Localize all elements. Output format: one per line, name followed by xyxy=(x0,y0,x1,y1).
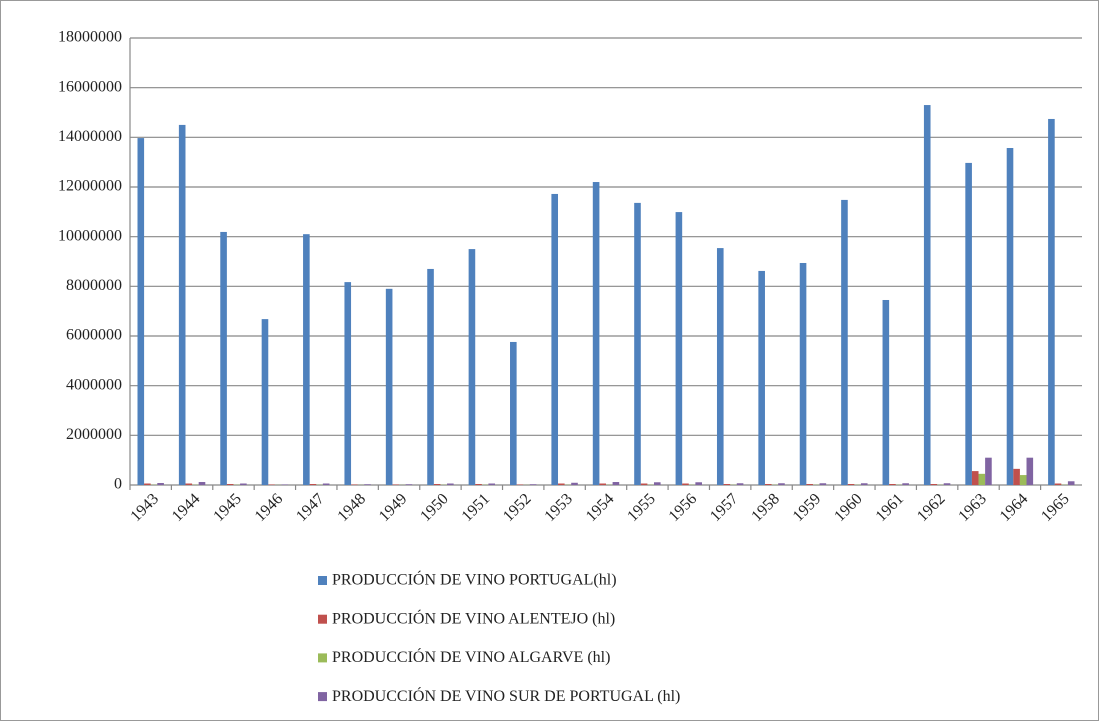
bar xyxy=(736,483,744,485)
bar xyxy=(144,483,151,485)
y-tick-label: 0 xyxy=(114,476,122,493)
legend-swatch xyxy=(318,653,327,663)
bar xyxy=(309,484,317,485)
bar xyxy=(551,193,559,485)
bar xyxy=(971,471,979,485)
bar xyxy=(634,202,641,486)
bar xyxy=(303,234,310,485)
bar xyxy=(427,268,434,485)
legend-label: PRODUCCIÓN DE VINO PORTUGAL(hl) xyxy=(332,570,617,589)
bar xyxy=(923,105,931,486)
bar xyxy=(137,138,145,485)
bar xyxy=(405,484,413,485)
bar xyxy=(226,484,234,485)
bar xyxy=(758,270,765,485)
bar xyxy=(322,483,330,485)
bar xyxy=(1019,475,1027,485)
y-tick-label: 16000000 xyxy=(58,78,122,95)
y-tick-label: 14000000 xyxy=(58,128,122,145)
bar xyxy=(599,483,606,485)
bar xyxy=(261,319,269,485)
bar xyxy=(240,483,247,485)
bar xyxy=(1013,468,1020,485)
legend-label: PRODUCCIÓN DE VINO SUR DE PORTUGAL (hl) xyxy=(332,686,680,705)
bar xyxy=(860,483,868,485)
bar xyxy=(640,483,648,485)
bar xyxy=(1054,483,1062,485)
bar xyxy=(682,483,689,485)
bar xyxy=(882,299,890,485)
bar xyxy=(653,482,661,485)
y-tick-label: 8000000 xyxy=(66,277,122,294)
bar xyxy=(612,482,620,485)
bar xyxy=(157,483,164,485)
bar xyxy=(571,482,578,485)
bar xyxy=(364,484,371,485)
bar xyxy=(198,482,206,485)
y-tick-label: 2000000 xyxy=(66,426,122,443)
bar xyxy=(385,288,393,485)
bar xyxy=(985,457,992,485)
bar xyxy=(1006,148,1014,486)
legend-swatch xyxy=(318,576,327,585)
legend-swatch xyxy=(318,692,327,702)
legend-label: PRODUCCIÓN DE VINO ALENTEJO (hl) xyxy=(332,608,615,627)
bar xyxy=(558,483,565,485)
bar xyxy=(185,483,193,485)
legend-label: PRODUCCIÓN DE VINO ALGARVE (hl) xyxy=(332,647,610,666)
bar xyxy=(723,484,731,485)
bar xyxy=(1067,481,1075,485)
bar xyxy=(902,483,909,485)
bar xyxy=(220,231,227,485)
bar xyxy=(1026,457,1034,485)
bar xyxy=(764,484,772,485)
bar xyxy=(819,483,827,485)
bar xyxy=(978,473,986,485)
bar xyxy=(778,483,785,485)
bar xyxy=(344,282,352,485)
bar xyxy=(695,482,702,485)
bar xyxy=(716,248,724,485)
bar xyxy=(510,341,517,485)
bar xyxy=(847,484,855,485)
bar xyxy=(675,212,683,485)
bar xyxy=(475,484,482,485)
y-tick-label: 18000000 xyxy=(58,29,122,46)
bar xyxy=(930,484,938,485)
y-tick-label: 4000000 xyxy=(66,376,122,393)
bar xyxy=(488,483,496,485)
bar xyxy=(468,249,476,485)
bar xyxy=(433,484,441,485)
bar xyxy=(889,484,896,485)
bar xyxy=(965,162,972,485)
y-tick-label: 6000000 xyxy=(66,327,122,344)
y-tick-label: 10000000 xyxy=(58,227,122,244)
bar xyxy=(806,484,813,485)
bar xyxy=(943,483,951,485)
legend-swatch xyxy=(318,614,327,624)
bar xyxy=(841,199,848,485)
bar xyxy=(447,483,454,485)
y-tick-label: 12000000 xyxy=(58,178,122,195)
bar xyxy=(529,484,537,485)
bar xyxy=(592,182,600,486)
bar xyxy=(1048,118,1055,485)
bar xyxy=(799,262,807,485)
bar xyxy=(178,124,186,486)
